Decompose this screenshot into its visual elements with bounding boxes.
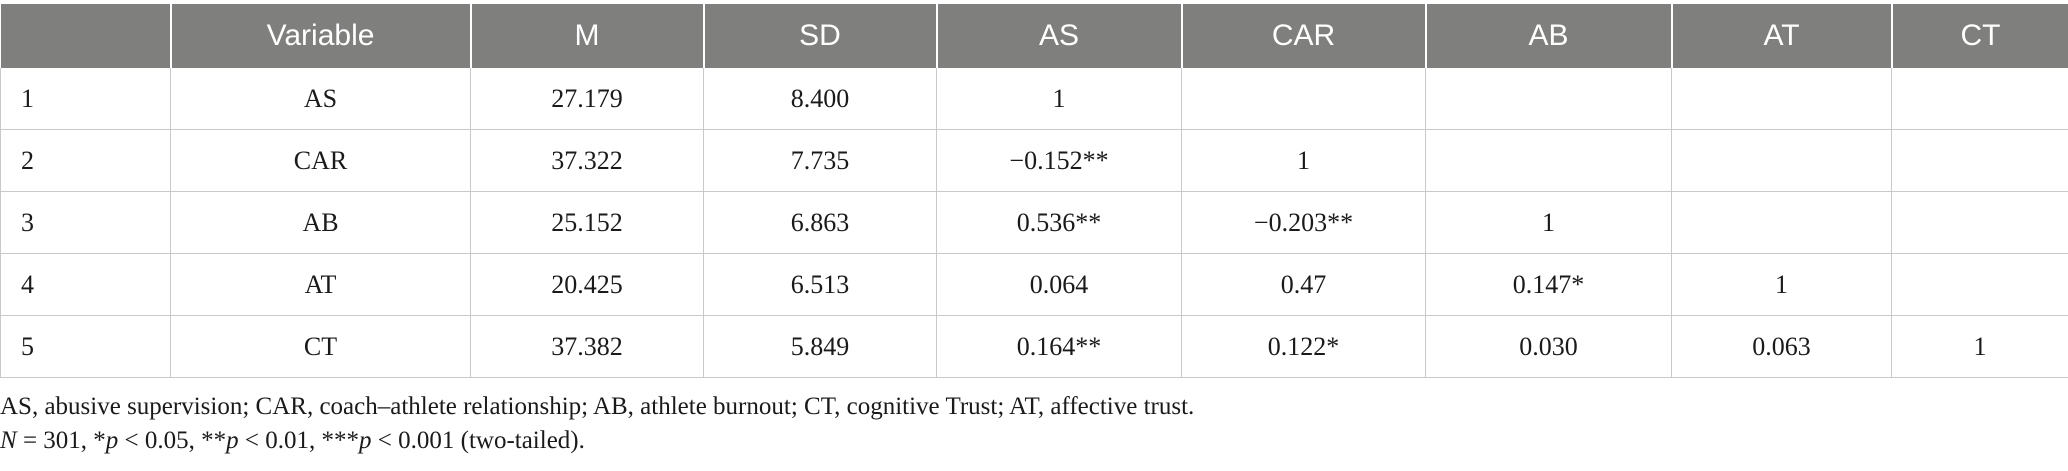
table-cell: 1 (0, 68, 171, 130)
table-cell: 8.400 (703, 68, 937, 130)
table-cell: 20.425 (470, 253, 704, 316)
table-cell: 4 (0, 253, 171, 316)
table-cell: −0.203** (1181, 191, 1426, 254)
p-threshold-1: < 0.05, ** (118, 427, 227, 454)
table-cell (1891, 68, 2068, 130)
table-row: 1 AS 27.179 8.400 1 (0, 68, 2068, 130)
table-header-row: Variable M SD AS CAR AB AT CT (0, 4, 2068, 68)
header-car: CAR (1180, 4, 1426, 68)
table-row: 2 CAR 37.322 7.735 −0.152** 1 (0, 129, 2068, 192)
table-cell: 5.849 (703, 315, 937, 378)
table-cell: 1 (1671, 253, 1892, 316)
p-threshold-2: < 0.01, *** (238, 427, 360, 454)
table-cell: 37.322 (470, 129, 704, 192)
table-cell (1181, 68, 1426, 130)
header-at: AT (1670, 4, 1892, 68)
table-cell: CAR (170, 129, 471, 192)
table-cell: 0.147* (1425, 253, 1672, 316)
table-row: 3 AB 25.152 6.863 0.536** −0.203** 1 (0, 191, 2068, 254)
header-as: AS (935, 4, 1182, 68)
table-cell: 7.735 (703, 129, 937, 192)
significance-note: N = 301, *p < 0.05, **p < 0.01, ***p < 0… (0, 424, 1194, 458)
table-cell (1671, 129, 1892, 192)
table-cell: CT (170, 315, 471, 378)
p-symbol: p (105, 427, 119, 454)
table-cell: 0.122* (1181, 315, 1426, 378)
header-ct: CT (1890, 4, 2068, 68)
table-cell (1671, 191, 1892, 254)
table-cell (1425, 129, 1672, 192)
correlation-table: Variable M SD AS CAR AB AT CT 1 AS 27.17… (0, 4, 2068, 378)
table-cell: 2 (0, 129, 171, 192)
table-footnotes: AS, abusive supervision; CAR, coach–athl… (0, 390, 1194, 458)
header-sd: SD (702, 4, 937, 68)
table-cell: 25.152 (470, 191, 704, 254)
table-cell: AS (170, 68, 471, 130)
n-symbol: N (0, 427, 17, 454)
p-symbol: p (359, 427, 372, 454)
correlation-table-container: Variable M SD AS CAR AB AT CT 1 AS 27.17… (0, 4, 2068, 378)
table-cell (1891, 253, 2068, 316)
table-cell: −0.152** (936, 129, 1182, 192)
table-cell: 6.863 (703, 191, 937, 254)
abbreviations-note: AS, abusive supervision; CAR, coach–athl… (0, 393, 1195, 420)
table-cell: AB (170, 191, 471, 254)
n-value: = 301, * (16, 427, 106, 454)
table-cell: 0.47 (1181, 253, 1426, 316)
table-cell: 1 (1891, 315, 2068, 378)
table-row: 5 CT 37.382 5.849 0.164** 0.122* 0.030 0… (0, 315, 2068, 378)
p-symbol: p (226, 427, 239, 454)
table-cell (1891, 129, 2068, 192)
header-variable: Variable (169, 4, 471, 68)
table-cell: 0.063 (1671, 315, 1892, 378)
table-cell: 1 (1181, 129, 1426, 192)
table-cell: 0.030 (1425, 315, 1672, 378)
header-mean: M (469, 4, 704, 68)
table-cell: 0.536** (936, 191, 1182, 254)
table-cell: 37.382 (470, 315, 704, 378)
table-cell: 27.179 (470, 68, 704, 130)
table-row: 4 AT 20.425 6.513 0.064 0.47 0.147* 1 (0, 253, 2068, 316)
table-cell: 0.064 (936, 253, 1182, 316)
table-cell: AT (170, 253, 471, 316)
table-cell: 3 (0, 191, 171, 254)
table-cell: 1 (1425, 191, 1672, 254)
table-cell (1891, 191, 2068, 254)
table-cell (1425, 68, 1672, 130)
header-ab: AB (1424, 4, 1672, 68)
table-cell: 0.164** (936, 315, 1182, 378)
table-cell (1671, 68, 1892, 130)
table-cell: 5 (0, 315, 171, 378)
header-index (0, 4, 171, 68)
p-threshold-3: < 0.001 (two-tailed). (371, 427, 585, 454)
table-cell: 1 (936, 68, 1182, 130)
table-cell: 6.513 (703, 253, 937, 316)
